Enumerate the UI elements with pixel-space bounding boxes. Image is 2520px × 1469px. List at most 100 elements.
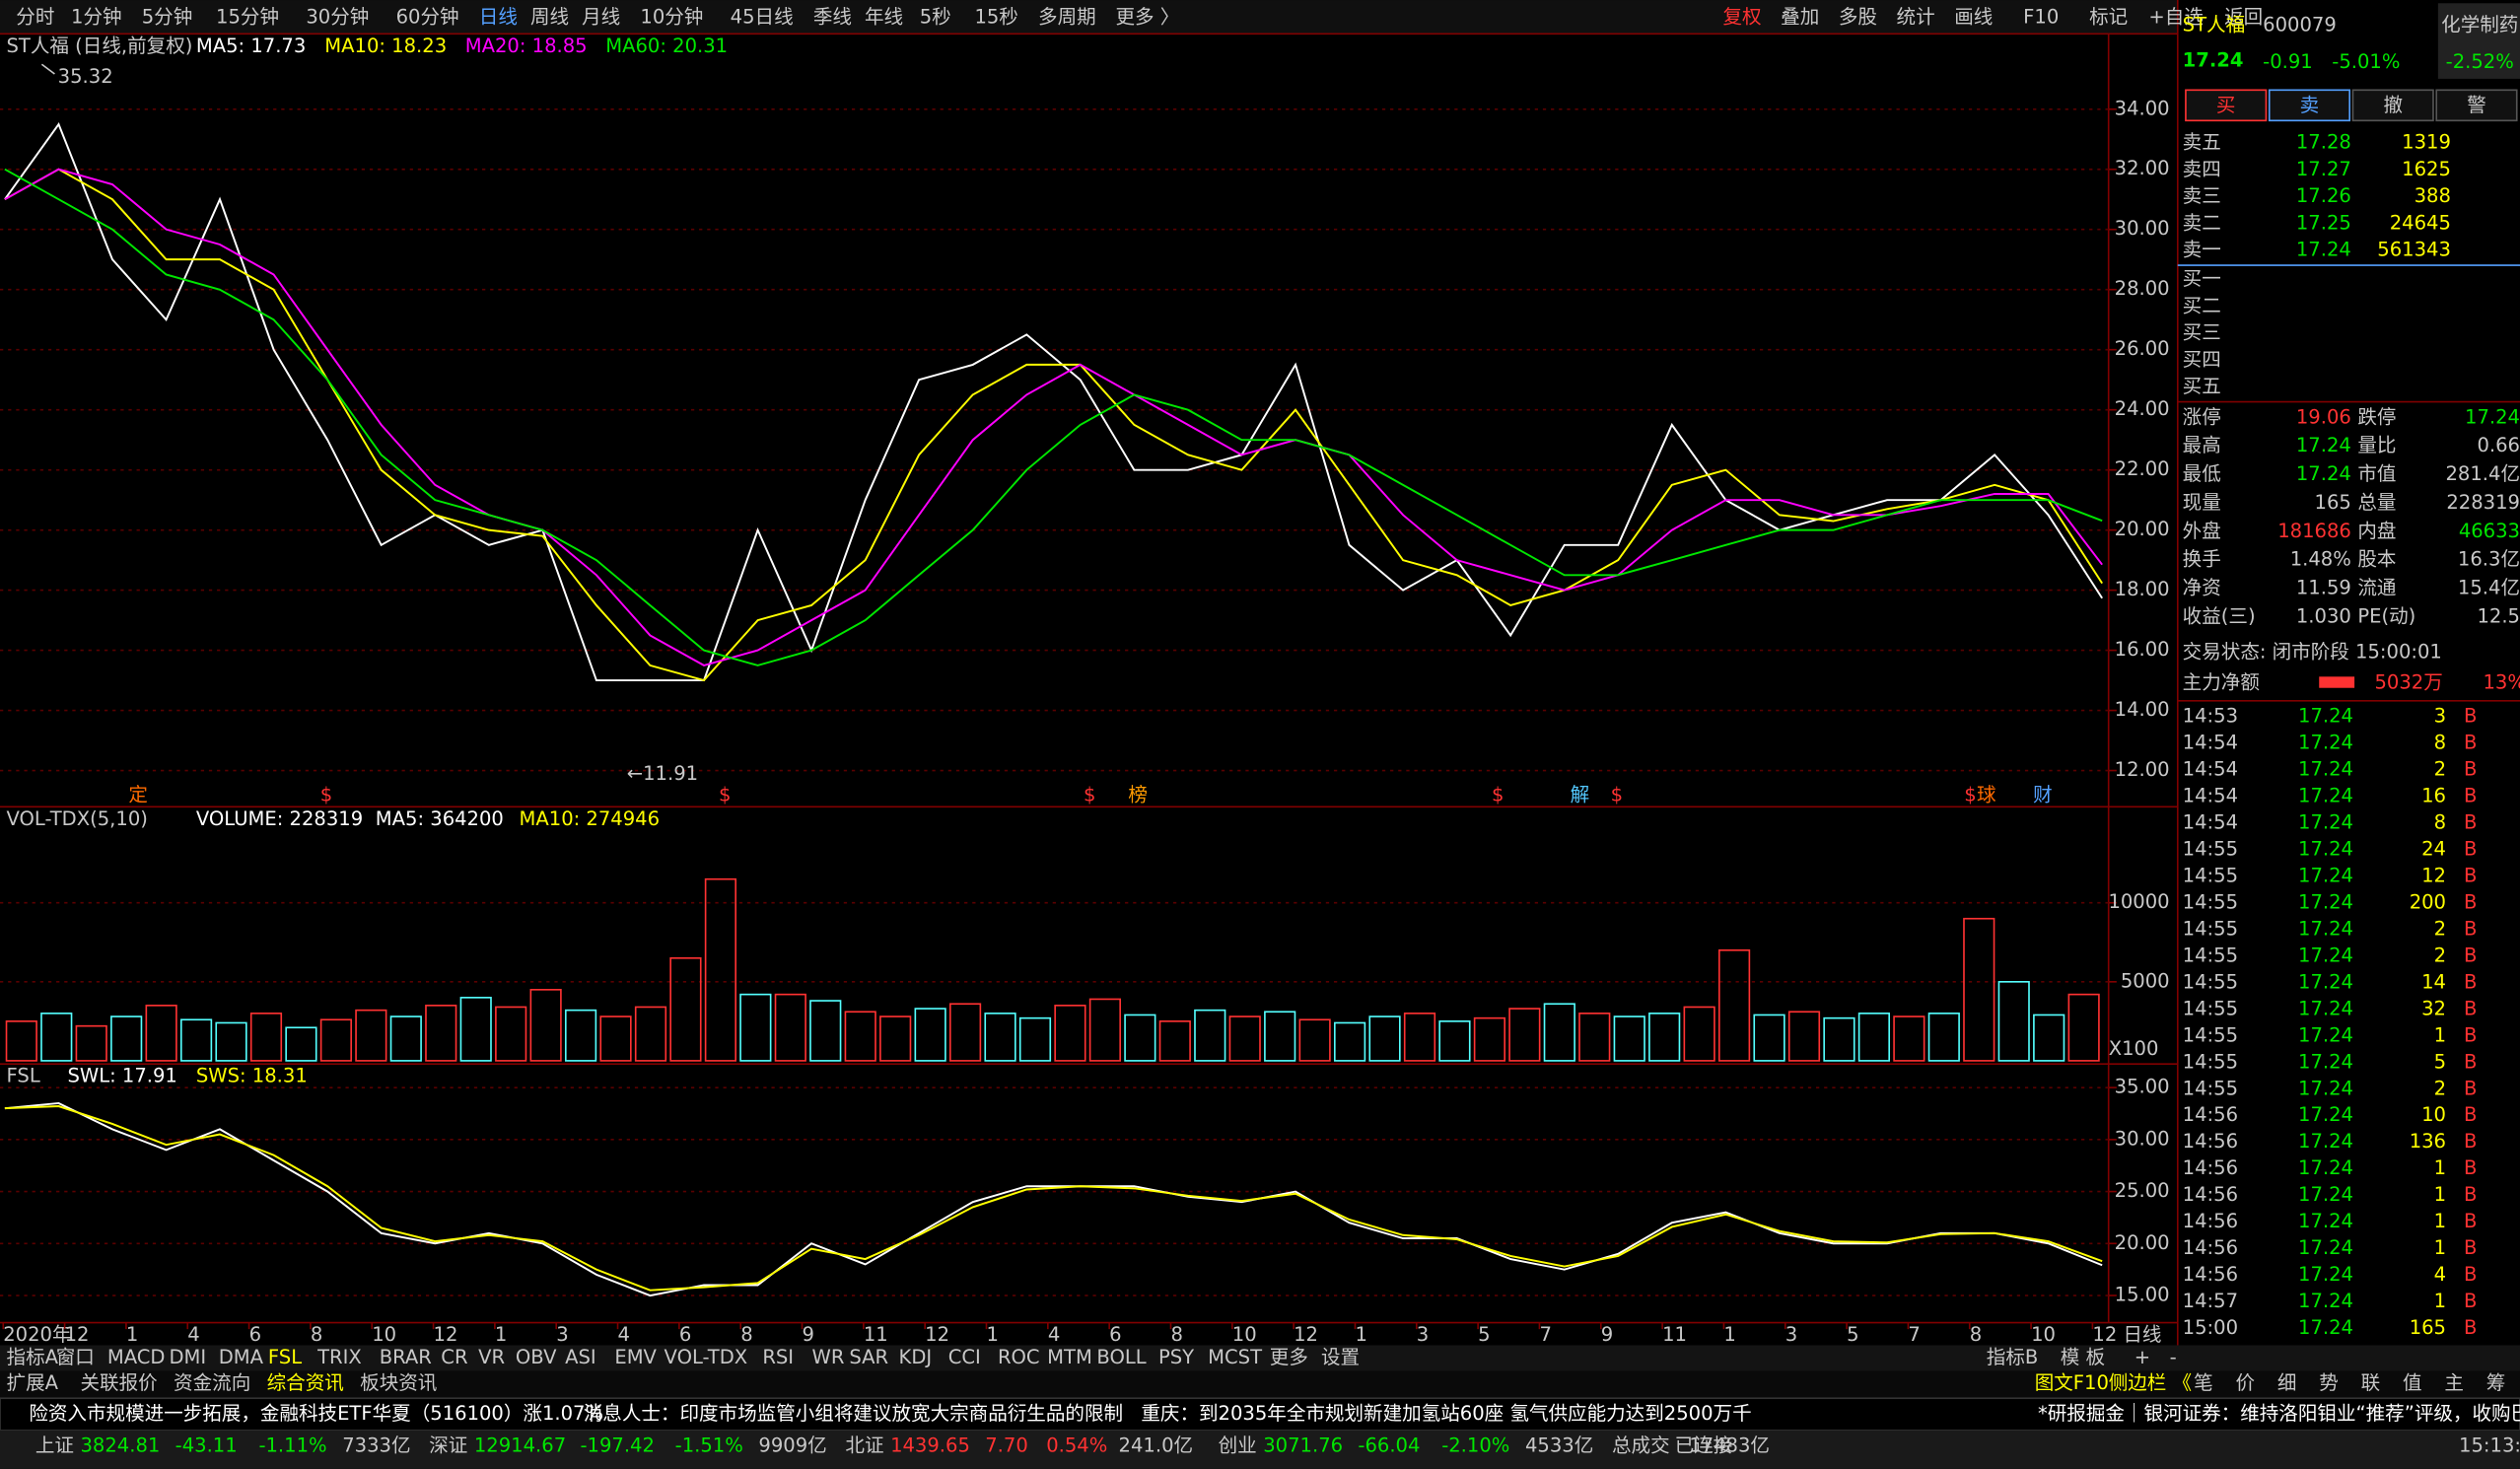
line-series [4,168,2103,666]
indicator-tab[interactable]: EMV [614,1346,657,1368]
side-tab[interactable]: 细 [2277,1371,2297,1394]
indicator-tab[interactable]: VR [478,1346,505,1368]
tick-side: B [2464,1023,2477,1046]
period-tab[interactable]: 15分钟 [216,5,279,28]
tool-button[interactable]: 叠加 [1781,5,1819,28]
index-value: 12914.67 [474,1434,566,1457]
trade-button[interactable] [2435,89,2518,122]
line-series [4,168,2103,682]
tool-button[interactable]: 画线 [1954,5,1993,28]
indicator-tab[interactable]: MTM [1047,1346,1092,1368]
info-tab[interactable]: 扩展A [7,1371,59,1394]
indicator-tab[interactable]: CCI [948,1346,981,1368]
news-item[interactable]: *研报掘金｜银河证券：维持洛阳钼业“推荐”评级，收购巴西 [2038,1402,2520,1425]
tool-button[interactable]: 统计 [1897,5,1935,28]
indicator-tab[interactable]: MACD [107,1346,166,1368]
period-tab[interactable]: 30分钟 [306,5,369,28]
period-tab[interactable]: 多周期 [1038,5,1096,28]
indicator-tab[interactable]: BRAR [380,1346,433,1368]
tick-volume: 32 [2421,997,2446,1019]
tool-button[interactable]: +自选 [2148,5,2203,28]
period-tab[interactable]: 1分钟 [71,5,122,28]
indicator-tab[interactable]: ROC [998,1346,1040,1368]
indicator-tab[interactable]: DMA [219,1346,264,1368]
last-price: 17.24 [2183,48,2244,71]
indicator-tab[interactable]: 模 板 [2061,1346,2105,1368]
side-tab[interactable]: 联 [2361,1371,2381,1394]
info-tab[interactable]: 侧边栏 《 [2109,1371,2192,1394]
indicator-tab[interactable]: VOL-TDX [665,1346,748,1368]
info-tab[interactable]: 综合资讯 [267,1371,344,1394]
indicator-tab[interactable]: 更多 [1270,1346,1308,1368]
period-button[interactable]: 日线 [2123,1323,2161,1346]
side-tab[interactable]: 主 [2444,1371,2464,1394]
indicator-tab[interactable]: FSL [268,1346,302,1368]
toolbar [0,0,2178,35]
period-tab[interactable]: 45日线 [731,5,794,28]
indicator-tab[interactable]: - [2170,1346,2177,1368]
ask-volume: 561343 [2377,239,2451,261]
period-tab[interactable]: 15秒 [974,5,1017,28]
info-tab[interactable]: 关联报价 [81,1371,158,1394]
period-tab[interactable]: 10分钟 [640,5,703,28]
side-tab[interactable]: 值 [2403,1371,2422,1394]
news-item[interactable]: 险资入市规模进一步拓展，金融科技ETF华夏（516100）涨1.07% [29,1402,603,1425]
indicator-tab[interactable]: OBV [516,1346,557,1368]
indicator-tab[interactable]: CR [441,1346,468,1368]
indicator-tab[interactable]: 指标B [1987,1346,2039,1368]
indicator-tab[interactable]: MCST [1208,1346,1262,1368]
volume-bar [1298,1018,1331,1062]
indicator-tab[interactable]: WR [812,1346,845,1368]
indicator-tab[interactable]: 设置 [1321,1346,1360,1368]
tick-side: B [2464,810,2477,833]
period-tab[interactable]: 更多 〉 [1115,5,1179,28]
indicator-tab[interactable]: SAR [849,1346,888,1368]
tick-time: 14:56 [2183,1103,2238,1126]
trade-button[interactable] [2351,89,2434,122]
tool-button[interactable]: 复权 [1722,5,1761,28]
news-item[interactable]: 消息人士：印度市场监管小组将建议放宽大宗商品衍生品的限制 [584,1402,1123,1425]
period-tab[interactable]: 分时 [16,5,54,28]
tab-bar [0,1370,2520,1399]
indicator-tab[interactable]: 指标A [7,1346,59,1368]
tool-button[interactable]: F10 [2023,5,2059,28]
trade-button-label[interactable]: 撤 [2383,94,2403,116]
indicator-tab[interactable]: 窗口 [56,1346,95,1368]
volume-bar [110,1015,143,1062]
tick-side: B [2464,732,2477,754]
trade-button-label[interactable]: 买 [2216,94,2236,116]
info-tab[interactable]: 板块资讯 [360,1371,437,1394]
side-tab[interactable]: 势 [2319,1371,2339,1394]
tool-button[interactable]: 标记 [2089,5,2128,28]
trade-button-label[interactable]: 卖 [2300,94,2320,116]
side-tab[interactable]: 价 [2235,1371,2255,1394]
indicator-tab[interactable]: RSI [762,1346,794,1368]
period-tab[interactable]: 季线 [813,5,852,28]
indicator-tab[interactable]: DMI [169,1346,206,1368]
period-tab[interactable]: 月线 [582,5,620,28]
indicator-tab[interactable]: PSY [1158,1346,1194,1368]
period-tab[interactable]: 日线 [479,5,518,28]
news-item[interactable]: 重庆：到2035年全市规划新建加氢站60座 氢气供应能力达到2500万千 [1141,1402,1751,1425]
period-tab[interactable]: 周线 [530,5,569,28]
period-tab[interactable]: 60分钟 [396,5,459,28]
indicator-tab[interactable]: KDJ [899,1346,933,1368]
y-tick-label: 32.00 [2115,157,2170,179]
period-tab[interactable]: 5分钟 [142,5,193,28]
indicator-tab[interactable]: TRIX [316,1346,362,1368]
indicator-tab[interactable]: ASI [565,1346,596,1368]
info-tab[interactable]: 图文F10 [2035,1371,2109,1394]
trade-button[interactable] [2185,89,2268,122]
period-tab[interactable]: 5秒 [920,5,951,28]
trade-button-label[interactable]: 警 [2467,94,2486,116]
period-tab[interactable]: 年线 [865,5,903,28]
indicator-tab[interactable]: + [2135,1346,2150,1368]
tool-button[interactable]: 多股 [1839,5,1877,28]
side-tab[interactable]: 笔 [2194,1371,2213,1394]
trade-button[interactable] [2268,89,2351,122]
indicator-tab[interactable]: BOLL [1096,1346,1146,1368]
side-tab[interactable]: 筹 [2486,1371,2506,1394]
info-tab[interactable]: 资金流向 [174,1371,250,1394]
tool-button[interactable]: 返回 [2224,5,2263,28]
y-tick-label: 16.00 [2115,638,2170,661]
